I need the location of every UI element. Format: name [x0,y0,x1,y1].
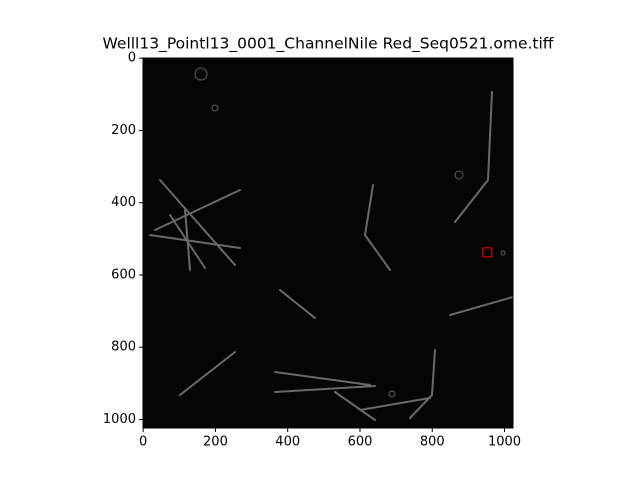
x-tick-label: 800 [420,435,445,450]
y-tick-label: 400 [111,195,136,210]
x-tick-label: 1000 [488,435,521,450]
image-content [149,67,514,421]
y-tick-label: 0 [128,51,136,66]
y-tick-label: 1000 [103,412,136,427]
x-tick-label: 0 [139,435,147,450]
x-tick-label: 600 [348,435,373,450]
x-tick-label: 400 [275,435,300,450]
y-tick-label: 800 [111,340,136,355]
chart-title: Welll13_Pointl13_0001_ChannelNile Red_Se… [102,35,553,54]
y-tick-label: 200 [111,123,136,138]
x-tick-label: 200 [203,435,228,450]
y-tick-label: 600 [111,267,136,282]
axes-frame [142,57,514,429]
highlight-box [482,247,493,258]
